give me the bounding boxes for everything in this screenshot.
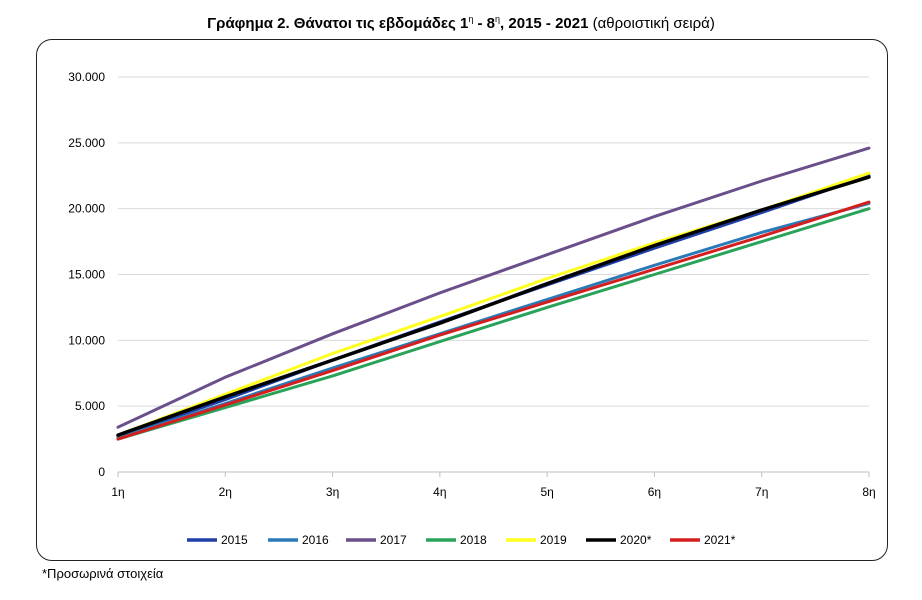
title-years-part: , 2015 - 2021 (500, 15, 589, 32)
series-line-2017 (116, 146, 871, 429)
y-tick-label: 25.000 (68, 136, 105, 150)
y-tick-label: 30.000 (68, 70, 105, 84)
title-bold-part: Γράφημα 2. Θάνατοι τις εβδομάδες 1 (207, 15, 469, 32)
x-axis: 1η 2η 3η 4η 5η 6η 7η 8η (111, 471, 876, 499)
legend-label: 2018 (460, 533, 487, 547)
title-superscript-2: η (495, 14, 501, 24)
y-axis-ticks: 0 5.000 10.000 15.000 20.000 25.000 30.000 (68, 70, 105, 479)
x-tick-label: 8η (862, 485, 875, 499)
y-tick-label: 10.000 (68, 333, 105, 347)
chart-frame (36, 39, 888, 561)
x-tick-label: 7η (755, 485, 768, 499)
legend-label: 2017 (380, 533, 407, 547)
series-line-2016 (116, 201, 871, 440)
series-lines (116, 146, 871, 441)
legend: 2015 2016 2017 2018 2019 2020* 2021* (187, 533, 736, 547)
y-tick-label: 0 (98, 465, 105, 479)
x-tick-label: 2η (219, 485, 232, 499)
legend-label: 2015 (221, 533, 248, 547)
series-line-2018 (116, 207, 871, 441)
legend-label: 2020* (620, 533, 652, 547)
title-superscript-1: η (468, 14, 474, 24)
x-tick-label: 6η (648, 485, 661, 499)
series-line-2021 (116, 200, 871, 441)
x-tick-label: 1η (111, 485, 124, 499)
legend-label: 2016 (302, 533, 329, 547)
series-line-2020 (116, 175, 871, 437)
chart-title: Γράφημα 2. Θάνατοι τις εβδομάδες 1η - 8η… (0, 14, 922, 34)
grid-lines (118, 76, 869, 407)
legend-label: 2021* (704, 533, 736, 547)
y-tick-label: 5.000 (75, 399, 105, 413)
x-tick-label: 3η (326, 485, 339, 499)
series-line-2015 (116, 174, 871, 438)
legend-label: 2019 (540, 533, 567, 547)
y-tick-label: 15.000 (68, 268, 105, 282)
y-tick-label: 20.000 (68, 202, 105, 216)
footnote: *Προσωρινά στοιχεία (42, 566, 164, 581)
x-tick-label: 5η (540, 485, 553, 499)
title-normal-part: (αθροιστική σειρά) (588, 15, 715, 32)
title-range-part: - 8 (473, 15, 496, 32)
x-tick-label: 4η (433, 485, 446, 499)
